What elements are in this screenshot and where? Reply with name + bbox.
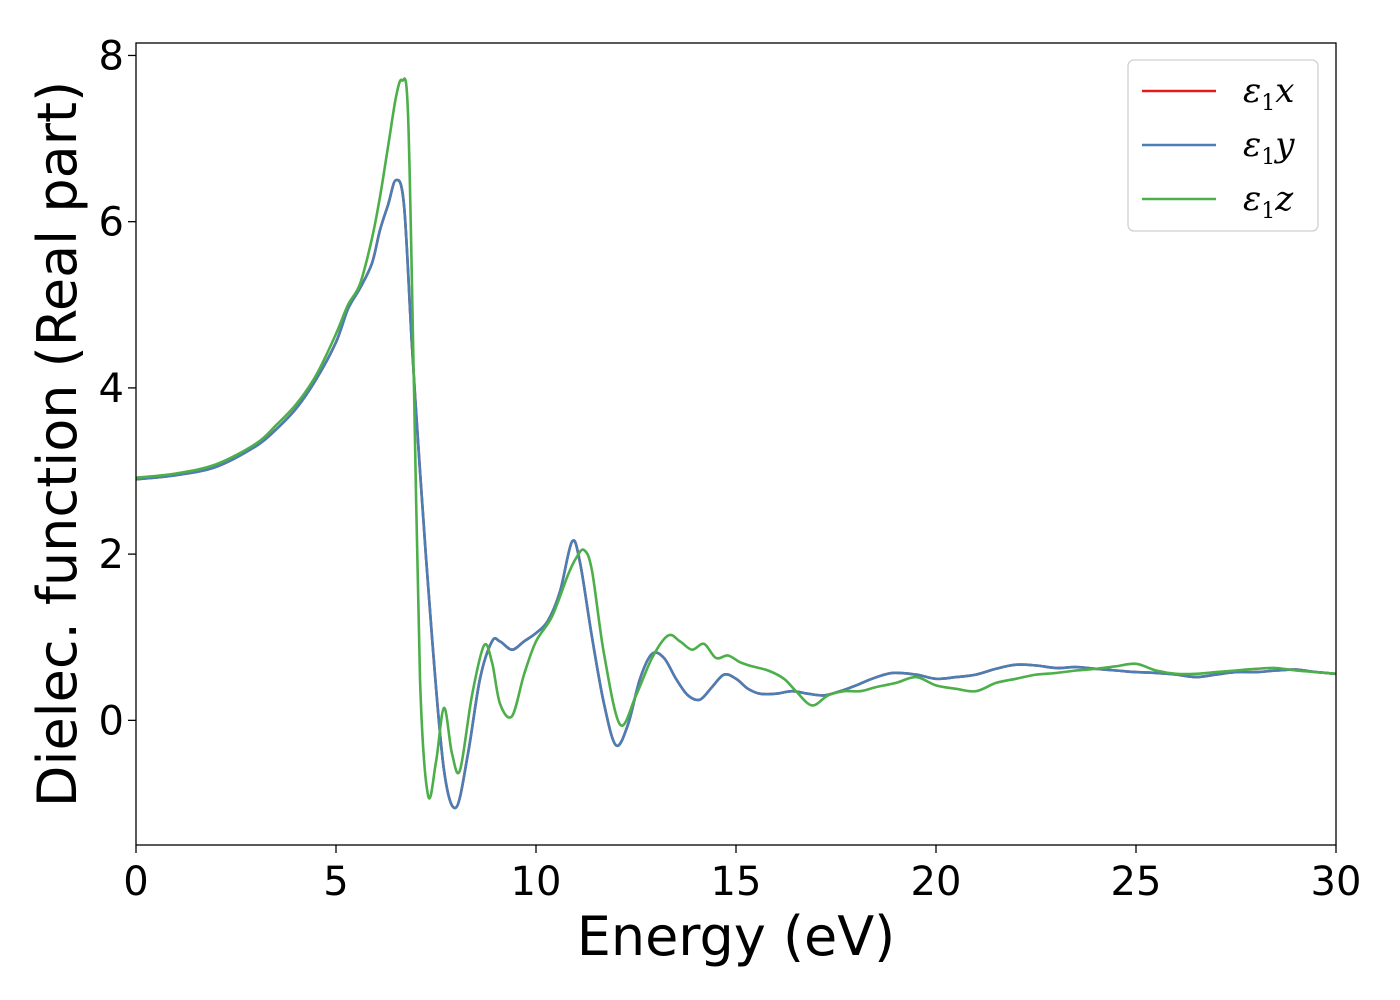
legend-box xyxy=(1127,59,1319,232)
series-line-x xyxy=(136,178,1336,810)
x-tick-label-3: 15 xyxy=(711,859,762,905)
series-line-y xyxy=(136,178,1336,810)
y-tick-label-1: 2 xyxy=(99,532,124,578)
plot-frame xyxy=(135,42,1337,846)
axis-ticks: 0 5 10 15 20 25 30 0 2 4 6 8 xyxy=(99,33,1362,905)
legend: ε1x ε1y ε1z xyxy=(1127,59,1319,232)
x-tick-label-0: 0 xyxy=(123,859,148,905)
y-tick-label-0: 0 xyxy=(99,698,124,744)
y-tick-label-3: 6 xyxy=(99,200,124,246)
plot-series xyxy=(136,77,1336,810)
x-tick-label-6: 30 xyxy=(1311,859,1362,905)
x-tick-label-4: 20 xyxy=(911,859,962,905)
y-axis-label: Dielec. function (Real part) xyxy=(26,81,89,807)
series-line-z xyxy=(136,77,1336,800)
y-tick-label-4: 8 xyxy=(99,33,124,79)
x-tick-label-1: 5 xyxy=(323,859,348,905)
y-tick-label-2: 4 xyxy=(99,366,124,412)
x-tick-label-5: 25 xyxy=(1111,859,1162,905)
legend-label-x: ε1x xyxy=(1243,71,1294,116)
legend-label-y: ε1y xyxy=(1243,125,1295,170)
x-axis-label: Energy (eV) xyxy=(577,905,896,968)
legend-label-z: ε1z xyxy=(1243,179,1294,224)
x-tick-label-2: 10 xyxy=(511,859,562,905)
